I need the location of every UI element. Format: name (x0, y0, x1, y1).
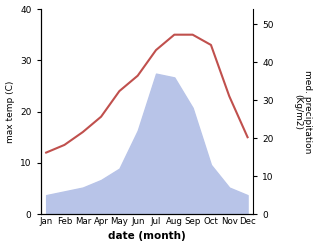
Y-axis label: max temp (C): max temp (C) (5, 80, 15, 143)
Y-axis label: med. precipitation
(Kg/m2): med. precipitation (Kg/m2) (293, 70, 313, 153)
X-axis label: date (month): date (month) (108, 231, 186, 242)
